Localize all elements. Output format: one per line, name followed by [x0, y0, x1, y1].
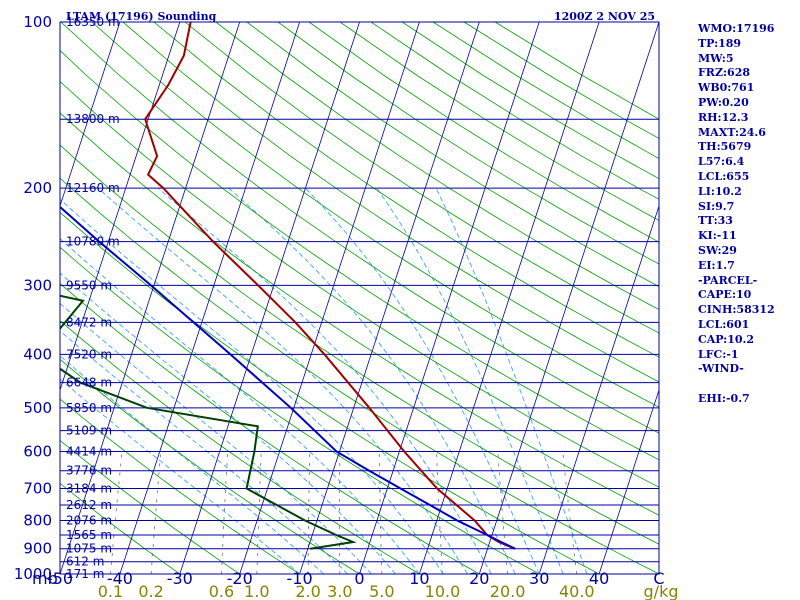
- index-item: CAP:10.2: [698, 332, 755, 346]
- index-item: TH:5679: [698, 140, 752, 154]
- index-item: MW:5: [698, 51, 734, 65]
- index-item: WB0:761: [698, 81, 755, 95]
- index-item: KI:-11: [698, 229, 737, 243]
- height-label: 13800 m: [66, 112, 120, 126]
- mixing-ratio-label: 5.0: [369, 582, 394, 600]
- y-unit-label: mb: [32, 569, 58, 588]
- pressure-tick-label: 300: [23, 276, 52, 294]
- index-item: SW:29: [698, 243, 737, 257]
- index-item: LCL:655: [698, 169, 750, 183]
- index-item: -WIND-: [698, 362, 744, 376]
- moist-adiabat: [157, 187, 492, 574]
- isotherm-line: [60, 22, 121, 208]
- index-item: PW:0.20: [698, 95, 749, 109]
- index-item: TP:189: [698, 36, 742, 50]
- height-label: 8472 m: [66, 315, 112, 329]
- sounding-indices: WMO:17196 TP:189 MW:5 FRZ:628 WB0:761 PW:0.20…: [698, 22, 798, 407]
- temperature-profile: [144, 22, 516, 550]
- parcel-path: [60, 205, 516, 550]
- temperature-tick-label: -30: [167, 569, 193, 588]
- pressure-tick-label: 700: [23, 479, 52, 497]
- index-item: CAPE:10: [698, 288, 752, 302]
- isotherm-line: [478, 22, 659, 574]
- index-item: CINH:58312: [698, 303, 775, 317]
- index-item: -PARCEL-: [698, 273, 758, 287]
- height-label: 4414 m: [66, 445, 112, 459]
- pressure-tick-label: 900: [23, 540, 52, 558]
- plot-frame: [59, 21, 660, 575]
- mixing-ratio-label: 0.6: [209, 582, 234, 600]
- pressure-tick-label: 400: [23, 345, 52, 363]
- index-item: LCL:601: [698, 317, 750, 331]
- height-label: 3184 m: [66, 481, 112, 495]
- height-label: 1075 m: [66, 542, 112, 556]
- index-item: RH:12.3: [698, 110, 749, 124]
- mixing-ratio-label: 1.0: [244, 582, 269, 600]
- index-item: WMO:17196: [698, 22, 775, 35]
- chart-title-time: 1200Z 2 NOV 25: [554, 10, 655, 23]
- chart-title-station: LTAM (17196) Sounding: [66, 10, 217, 23]
- index-item: L57:6.4: [698, 155, 745, 169]
- isotherm-line: [598, 388, 659, 574]
- height-label: 9550 m: [66, 278, 112, 292]
- isotherm-line: [299, 22, 480, 574]
- pressure-tick-label: 800: [23, 512, 52, 530]
- index-item: EHI:-0.7: [698, 391, 750, 405]
- pressure-tick-label: 200: [23, 179, 52, 197]
- moist-adiabat: [97, 187, 468, 574]
- index-item: SI:9.7: [698, 199, 735, 213]
- isotherm-line: [419, 22, 600, 574]
- temperature-tick-label: 20: [469, 569, 489, 588]
- mixing-ratio-label: 0.2: [138, 582, 163, 600]
- index-item: LFC:-1: [698, 347, 739, 361]
- height-label: 5109 m: [66, 424, 112, 438]
- index-item: EI:1.7: [698, 258, 735, 272]
- mixing-ratio-label: 40.0: [559, 582, 595, 600]
- dewpoint-profile: [60, 294, 357, 550]
- height-label: 10780 m: [66, 235, 120, 249]
- height-label: 2612 m: [66, 498, 112, 512]
- index-item: [698, 377, 798, 392]
- isotherm-line: [60, 22, 241, 574]
- height-label: 6648 m: [66, 376, 112, 390]
- pressure-tick-label: 500: [23, 399, 52, 417]
- x-unit-label: C: [653, 569, 664, 588]
- height-label: 12160 m: [66, 181, 120, 195]
- index-item: TT:33: [698, 214, 733, 228]
- temperature-tick-label: 30: [529, 569, 549, 588]
- height-label: 5850 m: [66, 401, 112, 415]
- moist-adiabat: [305, 187, 540, 574]
- pressure-tick-label: 1000: [14, 565, 52, 583]
- mixing-ratio-unit: g/kg: [644, 582, 679, 600]
- mixing-ratio-label: 0.1: [98, 582, 123, 600]
- height-label: 3776 m: [66, 464, 112, 478]
- height-label: 7520 m: [66, 347, 112, 361]
- mixing-ratio-label: 2.0: [295, 582, 320, 600]
- index-item: FRZ:628: [698, 66, 751, 80]
- isotherm-line: [538, 204, 659, 574]
- height-label: 612 m: [66, 555, 104, 569]
- isotherm-line: [119, 22, 300, 574]
- height-label: 2076 m: [66, 514, 112, 528]
- mixing-ratio-label: 10.0: [425, 582, 461, 600]
- moist-adiabat: [60, 355, 324, 574]
- pressure-tick-label: 600: [23, 443, 52, 461]
- index-item: LI:10.2: [698, 184, 742, 198]
- index-item: MAXT:24.6: [698, 125, 766, 139]
- pressure-tick-label: 100: [23, 13, 52, 31]
- height-label: 1565 m: [66, 528, 112, 542]
- mixing-ratio-label: 3.0: [327, 582, 352, 600]
- isotherm-line: [239, 22, 420, 574]
- temperature-tick-label: 0: [354, 569, 364, 588]
- mixing-ratio-label: 20.0: [490, 582, 526, 600]
